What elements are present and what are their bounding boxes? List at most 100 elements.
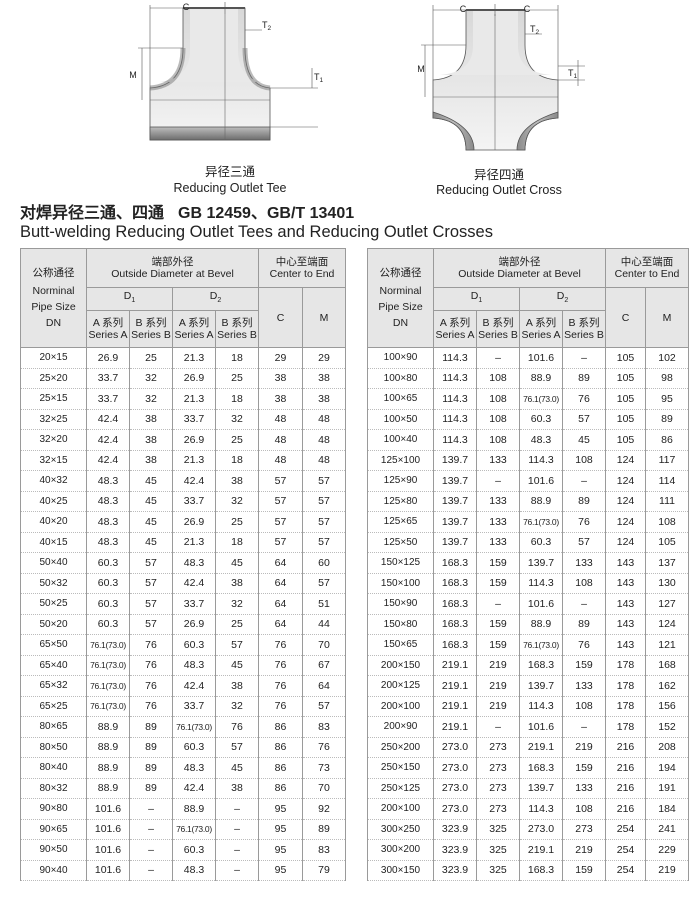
dn-cell: 80×50 [20, 736, 87, 758]
ce-header: 中心至端面 Center to End [604, 248, 690, 288]
dn-cell: 50×25 [20, 593, 87, 615]
dim-label: M [417, 64, 425, 74]
dn-cell: 125×90 [367, 470, 434, 492]
row: 125×50 139.7 133 60.3 57 124 105 [367, 531, 690, 553]
value-cell: – [476, 470, 520, 492]
value-cell: 57 [215, 736, 259, 758]
value-cell: 178 [605, 654, 646, 676]
value-cell: 219 [562, 736, 606, 758]
value-cell: 143 [605, 552, 646, 574]
value-cell: 60 [301, 552, 347, 574]
value-cell: 101.6 [519, 593, 563, 615]
dn-cell: 100×65 [367, 388, 434, 410]
table-body: 100×90 114.3–101.6–105 102 100×80 114.3 108 88… [367, 347, 690, 881]
value-cell: 273.0 [433, 736, 477, 758]
value-cell: 45 [215, 552, 259, 574]
header-row: D1 D2 C M [21, 287, 347, 348]
value-cell: 168.3 [433, 572, 477, 594]
value-cell: 26.9 [172, 613, 216, 635]
dn-cell: 200×125 [367, 675, 434, 697]
dn-cell: 125×50 [367, 531, 434, 553]
dn-cell: 32×25 [20, 408, 87, 430]
value-cell: 76.1(73.0) [519, 634, 563, 656]
value-cell: 273.0 [433, 798, 477, 820]
value-cell: 105 [605, 408, 646, 430]
value-cell: 98 [644, 367, 690, 389]
value-cell: 48 [258, 449, 303, 471]
value-cell: 168.3 [519, 654, 563, 676]
row: 200×150 219.1 219 168.3 159 178 168 [367, 654, 690, 676]
dn-cell: 32×15 [20, 449, 87, 471]
value-cell: 57 [301, 511, 347, 533]
value-cell: 95 [644, 388, 690, 410]
dn-cell: 90×40 [20, 859, 87, 881]
value-cell: 219 [644, 859, 690, 881]
header-en: Series A [435, 329, 475, 341]
value-cell: 42.4 [86, 408, 130, 430]
value-cell: 48.3 [172, 757, 216, 779]
value-cell: 159 [476, 552, 520, 574]
value-cell: 114.3 [519, 449, 563, 471]
row: 125×90 139.7–101.6–124 114 [367, 470, 690, 492]
value-cell: 208 [644, 736, 690, 758]
value-cell: 168.3 [519, 859, 563, 881]
symbol: D [123, 290, 132, 303]
value-cell: 273 [562, 818, 606, 840]
row: 150×90 168.3–101.6–143 127 [367, 593, 690, 615]
header-en: Pipe Size [378, 301, 423, 313]
series-header: B 系列 Series B [562, 310, 606, 348]
value-cell: 124 [605, 511, 646, 533]
value-cell: 21.3 [172, 531, 216, 553]
header-cn: 中心至端面 [620, 256, 674, 268]
cross-drawing [421, 4, 585, 151]
dim-label: C [524, 4, 531, 14]
value-cell: – [129, 859, 173, 881]
value-cell: 57 [258, 470, 303, 492]
dim-header: C [605, 287, 646, 348]
value-cell: – [215, 818, 259, 840]
value-cell: 95 [258, 798, 303, 820]
title-cn: 对焊异径三通、四通 [20, 205, 165, 222]
dim-sub: 2 [268, 25, 272, 32]
value-cell: 168.3 [433, 634, 477, 656]
header-row: D1 D2 C M [368, 287, 690, 348]
value-cell: 139.7 [433, 470, 477, 492]
row: 125×65 139.7 133 76.1(73.0) 76 124 108 [367, 511, 690, 533]
series-header: A 系列 Series A [433, 310, 477, 348]
value-cell: 57 [129, 552, 173, 574]
value-cell: 88.9 [519, 490, 563, 512]
value-cell: 114.3 [433, 367, 477, 389]
dn-cell: 65×25 [20, 695, 87, 717]
value-cell: 67 [301, 654, 347, 676]
value-cell: 76 [562, 634, 606, 656]
value-cell: 76 [129, 634, 173, 656]
value-cell: 139.7 [519, 777, 563, 799]
value-cell: 32 [215, 408, 259, 430]
subscript: 1 [478, 297, 483, 305]
value-cell: 89 [129, 757, 173, 779]
value-cell: 57 [258, 531, 303, 553]
value-cell: 60.3 [519, 408, 563, 430]
header-cn: A 系列 [525, 317, 557, 329]
value-cell: 219.1 [519, 736, 563, 758]
value-cell: 219.1 [433, 675, 477, 697]
value-cell: 105 [605, 367, 646, 389]
value-cell: 18 [215, 388, 259, 410]
value-cell: – [215, 839, 259, 861]
row: 200×125 219.1 219 139.7 133 178 162 [367, 675, 690, 697]
value-cell: 88.9 [86, 777, 130, 799]
row: 40×32 48.3 45 42.4 38 57 57 [20, 470, 347, 492]
value-cell: 130 [644, 572, 690, 594]
value-cell: 159 [476, 634, 520, 656]
value-cell: 114 [644, 470, 690, 492]
dn-cell: 32×20 [20, 429, 87, 451]
value-cell: 143 [605, 572, 646, 594]
value-cell: 48.3 [86, 531, 130, 553]
dn-cell: 90×50 [20, 839, 87, 861]
value-cell: 124 [605, 470, 646, 492]
value-cell: 88.9 [86, 736, 130, 758]
dn-cell: 90×65 [20, 818, 87, 840]
diagrams: C T2 M T1 C C T2 M T1 异径三通 Reducing Outl… [129, 2, 585, 196]
